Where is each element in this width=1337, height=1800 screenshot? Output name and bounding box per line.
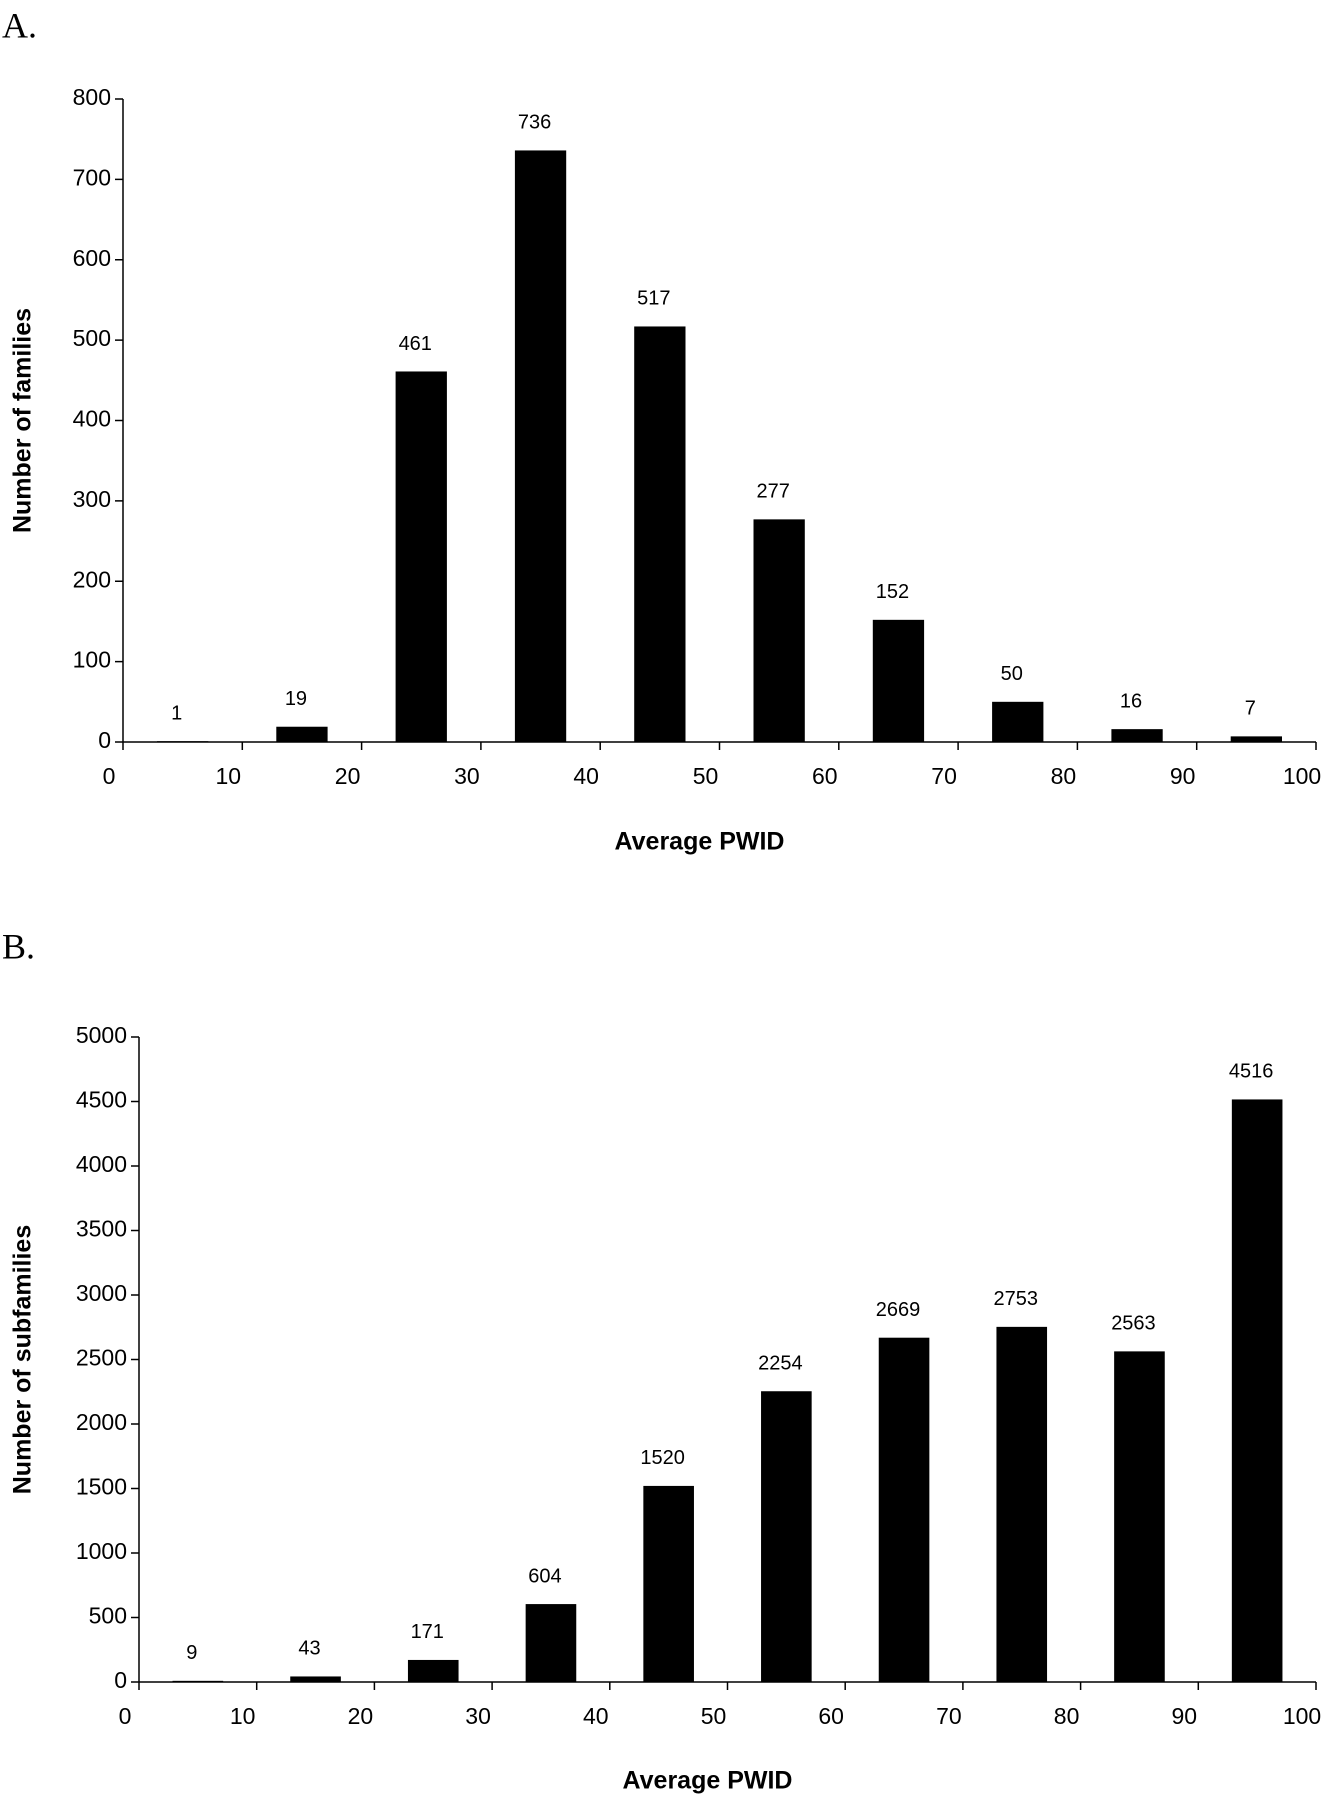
- bar: [761, 1391, 812, 1682]
- y-tick-label: 3500: [76, 1216, 127, 1242]
- bar: [1230, 736, 1282, 742]
- bar: [996, 1326, 1048, 1682]
- bar: [878, 1337, 930, 1682]
- bar: [157, 741, 209, 742]
- data-label: 171: [411, 1621, 444, 1643]
- bar: [525, 1604, 577, 1682]
- y-tick-label: 500: [73, 325, 111, 351]
- data-label: 461: [399, 333, 432, 355]
- y-tick-label: 3000: [76, 1280, 127, 1306]
- data-label: 2753: [994, 1288, 1039, 1310]
- data-label: 9: [186, 1642, 197, 1664]
- bar: [753, 519, 805, 742]
- x-tick-label: 30: [465, 1703, 491, 1729]
- bar: [1111, 729, 1163, 742]
- y-tick-label: 1000: [76, 1538, 127, 1564]
- bar: [407, 1659, 459, 1682]
- x-tick-label: 60: [818, 1703, 844, 1729]
- y-tick-label: 100: [73, 647, 111, 673]
- bar: [992, 701, 1044, 742]
- data-label: 50: [1001, 663, 1023, 685]
- y-tick-label: 2000: [76, 1409, 127, 1435]
- x-tick-label: 10: [230, 1703, 256, 1729]
- bar: [1114, 1351, 1165, 1682]
- x-tick-label: 80: [1054, 1703, 1080, 1729]
- x-tick-label: 100: [1283, 1703, 1321, 1729]
- bar: [172, 1680, 224, 1682]
- x-tick-label: 50: [693, 763, 719, 789]
- x-tick-label: 80: [1051, 763, 1077, 789]
- x-tick-label: 10: [216, 763, 242, 789]
- x-tick-label: 70: [931, 763, 957, 789]
- x-tick-label: 40: [573, 763, 599, 789]
- data-label: 4516: [1229, 1061, 1274, 1083]
- x-tick-label: 70: [936, 1703, 962, 1729]
- x-tick-label: 90: [1170, 763, 1196, 789]
- x-axis-title: Average PWID: [615, 828, 785, 856]
- bar: [872, 619, 925, 742]
- bar: [1231, 1099, 1283, 1682]
- data-label: 736: [518, 112, 551, 134]
- data-label: 16: [1120, 690, 1142, 712]
- data-label: 2254: [758, 1353, 803, 1375]
- y-tick-label: 500: [89, 1603, 127, 1629]
- data-label: 604: [528, 1565, 561, 1587]
- bar: [643, 1485, 694, 1682]
- x-tick-label: 0: [119, 1703, 132, 1729]
- bar: [634, 326, 686, 742]
- y-tick-label: 400: [73, 406, 111, 432]
- y-tick-label: 200: [73, 566, 111, 592]
- bar: [395, 371, 447, 742]
- panel-label: A.: [2, 5, 37, 45]
- bar: [276, 726, 328, 742]
- x-tick-label: 50: [701, 1703, 727, 1729]
- x-tick-label: 40: [583, 1703, 609, 1729]
- panel-label: B.: [2, 926, 35, 966]
- data-label: 517: [637, 288, 670, 310]
- y-tick-label: 4500: [76, 1087, 127, 1113]
- y-tick-label: 2500: [76, 1345, 127, 1371]
- y-tick-label: 4000: [76, 1151, 127, 1177]
- y-tick-label: 700: [73, 164, 111, 190]
- data-label: 7: [1245, 698, 1256, 720]
- y-tick-label: 600: [73, 245, 111, 271]
- x-tick-label: 30: [454, 763, 480, 789]
- x-tick-label: 100: [1283, 763, 1321, 789]
- data-label: 19: [285, 688, 307, 710]
- bar: [514, 150, 567, 742]
- y-tick-label: 800: [73, 84, 111, 110]
- data-label: 1520: [640, 1447, 685, 1469]
- x-tick-label: 20: [335, 763, 361, 789]
- y-axis-title: Number of families: [9, 308, 37, 533]
- data-label: 152: [876, 581, 909, 603]
- y-axis-title: Number of subfamilies: [9, 1225, 37, 1495]
- data-label: 43: [298, 1638, 320, 1660]
- x-tick-label: 90: [1172, 1703, 1198, 1729]
- bar: [290, 1676, 341, 1682]
- y-tick-label: 5000: [76, 1022, 127, 1048]
- y-tick-label: 300: [73, 486, 111, 512]
- y-tick-label: 0: [98, 727, 111, 753]
- data-label: 1: [171, 702, 182, 724]
- x-tick-label: 20: [348, 1703, 374, 1729]
- y-tick-label: 1500: [76, 1474, 127, 1500]
- x-tick-label: 0: [103, 763, 116, 789]
- y-tick-label: 0: [114, 1667, 127, 1693]
- x-axis-title: Average PWID: [623, 1767, 793, 1795]
- data-label: 2563: [1111, 1313, 1156, 1335]
- x-tick-label: 60: [812, 763, 838, 789]
- data-label: 2669: [876, 1299, 921, 1321]
- data-label: 277: [756, 481, 789, 503]
